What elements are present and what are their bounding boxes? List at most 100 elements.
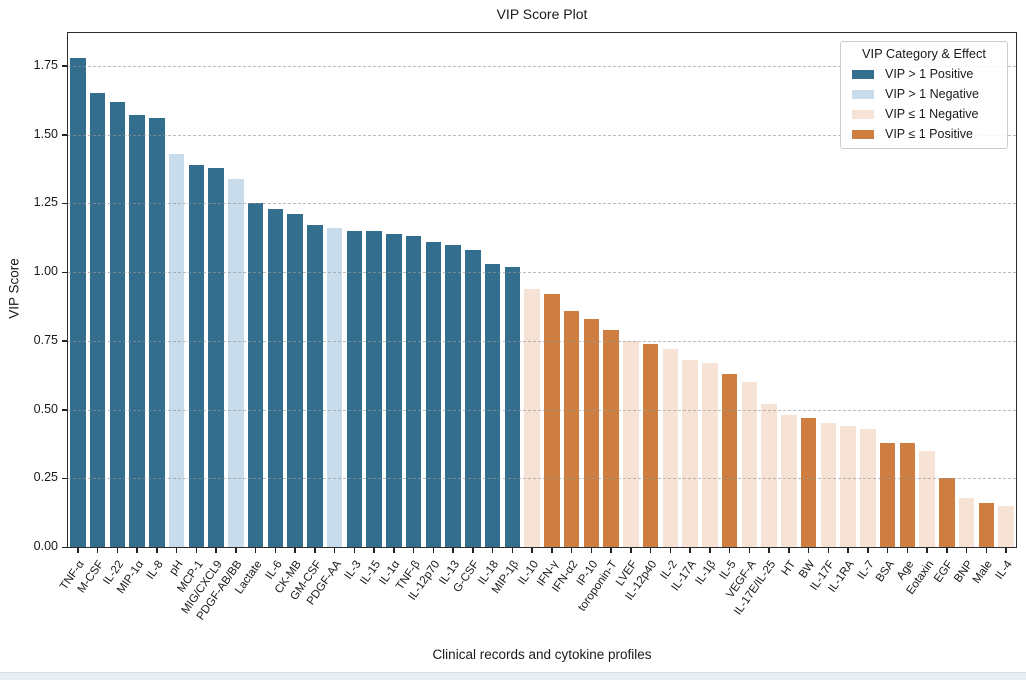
x-tick (235, 548, 237, 553)
x-tick (333, 548, 336, 553)
x-tick (590, 548, 593, 553)
x-tick (630, 548, 632, 553)
legend-swatch-icon (852, 69, 874, 79)
bar-male (978, 503, 995, 547)
bar-pdgf-aa (326, 228, 343, 547)
legend-title: VIP Category & Effect (861, 46, 986, 61)
legend-entry-label: VIP > 1 Negative (885, 87, 979, 101)
gridline (68, 203, 1016, 205)
legend-entry-label: VIP ≤ 1 Positive (885, 127, 973, 141)
bar-il-13 (445, 244, 461, 547)
bar-bsa (879, 442, 896, 547)
x-tick (985, 548, 988, 553)
x-tick (788, 548, 790, 553)
legend-entry-label: VIP > 1 Positive (885, 67, 974, 81)
bar-il-17e-il-25 (761, 404, 777, 547)
bar-eotaxin (919, 450, 935, 547)
x-tick (689, 548, 691, 553)
x-tick (610, 548, 612, 553)
x-tick (827, 548, 830, 553)
x-tick (570, 548, 573, 553)
x-tick (551, 548, 553, 553)
x-axis-label: Clinical records and cytokine profiles (432, 647, 652, 662)
gridline (68, 65, 1016, 67)
gridline (68, 340, 1016, 342)
x-tick (531, 548, 533, 553)
y-tick-label: 1.75 (33, 57, 58, 72)
bar-il-15 (366, 230, 382, 547)
bar-pdgf-ab-bb (228, 178, 244, 547)
legend-entry-vip-1-positive: VIP > 1 Positive (841, 64, 1007, 84)
bar-vegf-a (741, 382, 758, 547)
x-tick (353, 548, 356, 553)
bottom-edge-strip (0, 672, 1026, 680)
x-tick (136, 548, 138, 553)
x-tick (847, 548, 849, 553)
bar-g-csf (465, 250, 481, 547)
x-tick (254, 548, 257, 553)
bar-il-1 (386, 233, 402, 547)
bar-il-22 (109, 101, 126, 547)
x-tick (728, 548, 731, 553)
bar-gm-csf (307, 225, 323, 547)
bar-il-5 (721, 373, 738, 547)
x-tick (96, 548, 99, 553)
x-tick (748, 548, 751, 553)
bar-il-12p70 (425, 241, 442, 547)
x-tick (965, 548, 968, 553)
bar-lvef (623, 340, 639, 547)
bar-il-18 (484, 263, 501, 547)
bar-ifn-2 (563, 310, 580, 547)
bar-egf (939, 478, 955, 547)
x-tick (669, 548, 672, 553)
bar-il-3 (346, 230, 363, 547)
bar-tnf (405, 236, 422, 547)
bar-toroponin-t (603, 329, 619, 547)
x-tick (709, 548, 711, 553)
bar-age (899, 442, 916, 547)
y-tick-label: 0.75 (33, 332, 58, 347)
y-tick-label: 1.00 (33, 264, 58, 279)
bar-tnf (70, 57, 86, 547)
y-tick-label: 1.50 (33, 126, 58, 141)
bar-lactate (247, 203, 264, 547)
legend-rows: VIP > 1 Positive VIP > 1 Negative VIP ≤ 1 … (841, 64, 1007, 144)
y-tick-label: 0.00 (33, 539, 58, 553)
legend-box: VIP Category & Effect VIP > 1 Positive VI… (840, 41, 1008, 149)
plot-area (67, 32, 1017, 548)
y-tick (62, 271, 67, 274)
bar-bw (800, 417, 817, 547)
x-tick (886, 548, 889, 553)
y-tick (62, 202, 67, 205)
bar-mcp-1 (188, 164, 205, 547)
bar-il-6 (267, 208, 284, 547)
legend-entry-vip-1-negative: VIP ≤ 1 Negative (841, 104, 1007, 124)
bar-il-12p40 (642, 343, 659, 547)
x-tick (491, 548, 494, 553)
chart-title: VIP Score Plot (496, 6, 588, 22)
bar-mip-1 (504, 266, 521, 547)
legend-swatch-icon (852, 89, 874, 99)
bar-il-2 (662, 349, 679, 547)
x-tick (926, 548, 928, 553)
bar-il-17a (682, 360, 698, 547)
bar-mip-1 (129, 115, 145, 547)
x-tick (511, 548, 514, 553)
gridline (68, 134, 1016, 136)
x-tick (412, 548, 415, 553)
legend-entry-vip-1-positive: VIP ≤ 1 Positive (841, 124, 1007, 144)
bar-ht (781, 415, 797, 547)
x-tick (215, 548, 217, 553)
y-tick (62, 546, 67, 548)
x-tick (195, 548, 198, 553)
x-tick (1005, 548, 1007, 553)
x-tick (906, 548, 909, 553)
y-tick (62, 409, 67, 411)
bar-il-7 (860, 428, 876, 547)
x-tick (807, 548, 810, 553)
gridline (68, 272, 1016, 274)
y-tick-label: 1.25 (33, 195, 58, 210)
legend-entry-label: VIP ≤ 1 Negative (885, 107, 979, 121)
legend-swatch-icon (852, 109, 874, 119)
